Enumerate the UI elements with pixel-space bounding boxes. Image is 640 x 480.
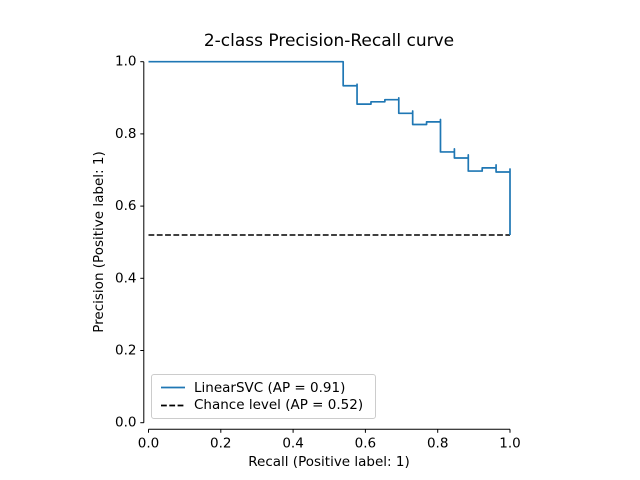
legend-label-linearsvc: LinearSVC (AP = 0.91)	[194, 379, 346, 396]
y-tick-label: 0.4	[115, 270, 136, 286]
x-ticks: 0.0 0.2 0.4 0.6 0.8 1.0	[138, 429, 521, 452]
x-axis: 0.0 0.2 0.4 0.6 0.8 1.0 Recall (Positive labe…	[138, 428, 521, 470]
y-axis-label: Precision (Positive label: 1)	[91, 151, 107, 332]
y-axis: 0.0 0.2 0.4 0.6 0.8 1.0 Precision (Positive l…	[91, 54, 145, 431]
legend: LinearSVC (AP = 0.91) Chance level (AP =…	[151, 374, 376, 419]
legend-handle-solid-line	[161, 386, 185, 389]
y-tick-label: 0.8	[115, 126, 136, 142]
y-ticks: 0.0 0.2 0.4 0.6 0.8 1.0	[115, 54, 144, 431]
y-tick-label: 0.2	[115, 343, 136, 359]
x-tick-label: 1.0	[499, 436, 520, 452]
y-tick-label: 0.6	[115, 198, 136, 214]
pr-curve-linearsvc	[148, 60, 511, 235]
x-tick-label: 0.2	[210, 436, 231, 452]
x-tick-label: 0.6	[355, 436, 376, 452]
legend-item-linearsvc: LinearSVC (AP = 0.91)	[160, 380, 367, 396]
chart-title: 2-class Precision-Recall curve	[204, 31, 454, 51]
y-tick-label: 0.0	[115, 415, 136, 431]
legend-label-chance-level: Chance level (AP = 0.52)	[194, 397, 364, 414]
x-tick-label: 0.4	[282, 436, 303, 452]
legend-item-chance-level: Chance level (AP = 0.52)	[160, 397, 367, 413]
x-axis-label: Recall (Positive label: 1)	[248, 454, 410, 470]
y-tick-label: 1.0	[115, 54, 136, 70]
x-tick-label: 0.8	[427, 436, 448, 452]
legend-handle-dashed-line	[161, 404, 185, 407]
x-tick-label: 0.0	[138, 436, 159, 452]
